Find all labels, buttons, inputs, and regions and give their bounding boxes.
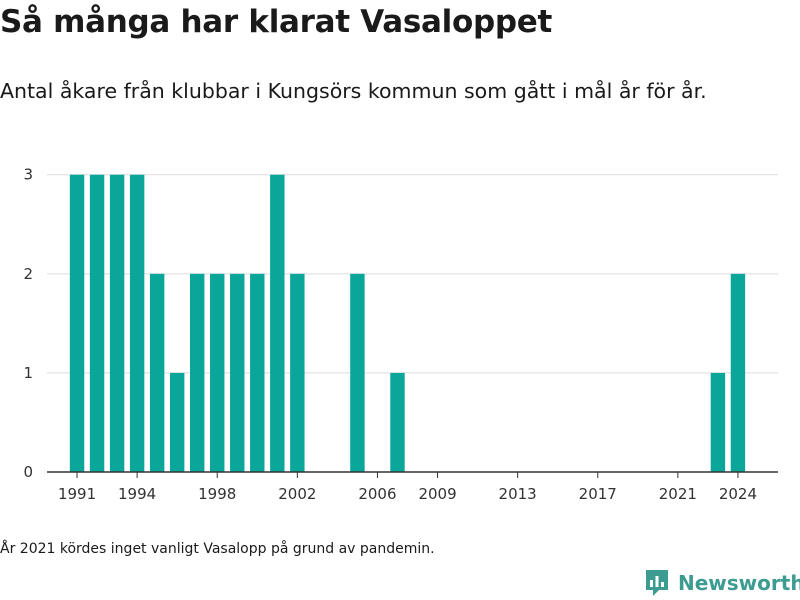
bar-1992: [89, 174, 105, 472]
y-tick-label-1: 1: [23, 364, 33, 382]
x-tick-label-2009: 2009: [418, 485, 456, 503]
chart-subtitle: Antal åkare från klubbar i Kungsörs komm…: [0, 79, 707, 103]
y-tick-label-2: 2: [23, 265, 33, 283]
bar-2023: [710, 372, 726, 472]
bar-1997: [189, 273, 205, 472]
newsworthy-logo: Newsworthy: [644, 568, 800, 598]
bar-2005: [350, 273, 365, 472]
chart-title: Så många har klarat Vasaloppet: [0, 4, 553, 40]
bar-2001: [270, 174, 285, 472]
bar-2007: [390, 372, 405, 472]
bar-1995: [149, 273, 165, 472]
footnote: År 2021 kördes inget vanligt Vasalopp på…: [0, 541, 435, 557]
bar-1998: [210, 273, 225, 472]
bar-2024: [730, 273, 746, 472]
bar-1999: [230, 273, 245, 472]
bar-2000: [250, 273, 265, 472]
x-tick-label-2013: 2013: [499, 485, 537, 503]
bar-1996: [169, 372, 185, 472]
y-tick-label-0: 0: [23, 463, 33, 481]
x-tick-label-2006: 2006: [358, 485, 396, 503]
bar-1994: [129, 174, 145, 472]
bar-2002: [290, 273, 305, 472]
x-tick-label-2017: 2017: [579, 485, 617, 503]
x-tick-label-2021: 2021: [659, 485, 697, 503]
y-tick-label-3: 3: [23, 166, 33, 184]
x-tick-label-2024: 2024: [719, 485, 757, 503]
x-tick-label-1991: 1991: [58, 485, 96, 503]
newsworthy-logo-icon: [646, 570, 668, 596]
x-tick-label-1994: 1994: [118, 485, 156, 503]
newsworthy-logo-text: Newsworthy: [678, 571, 800, 595]
x-tick-label-1998: 1998: [198, 485, 236, 503]
x-tick-label-2002: 2002: [278, 485, 316, 503]
bar-1991: [69, 174, 85, 472]
bar-1993: [109, 174, 125, 472]
